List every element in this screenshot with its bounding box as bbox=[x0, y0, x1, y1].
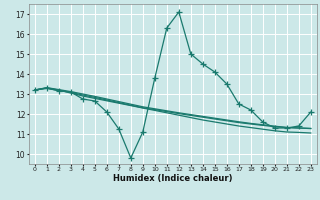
X-axis label: Humidex (Indice chaleur): Humidex (Indice chaleur) bbox=[113, 174, 233, 183]
